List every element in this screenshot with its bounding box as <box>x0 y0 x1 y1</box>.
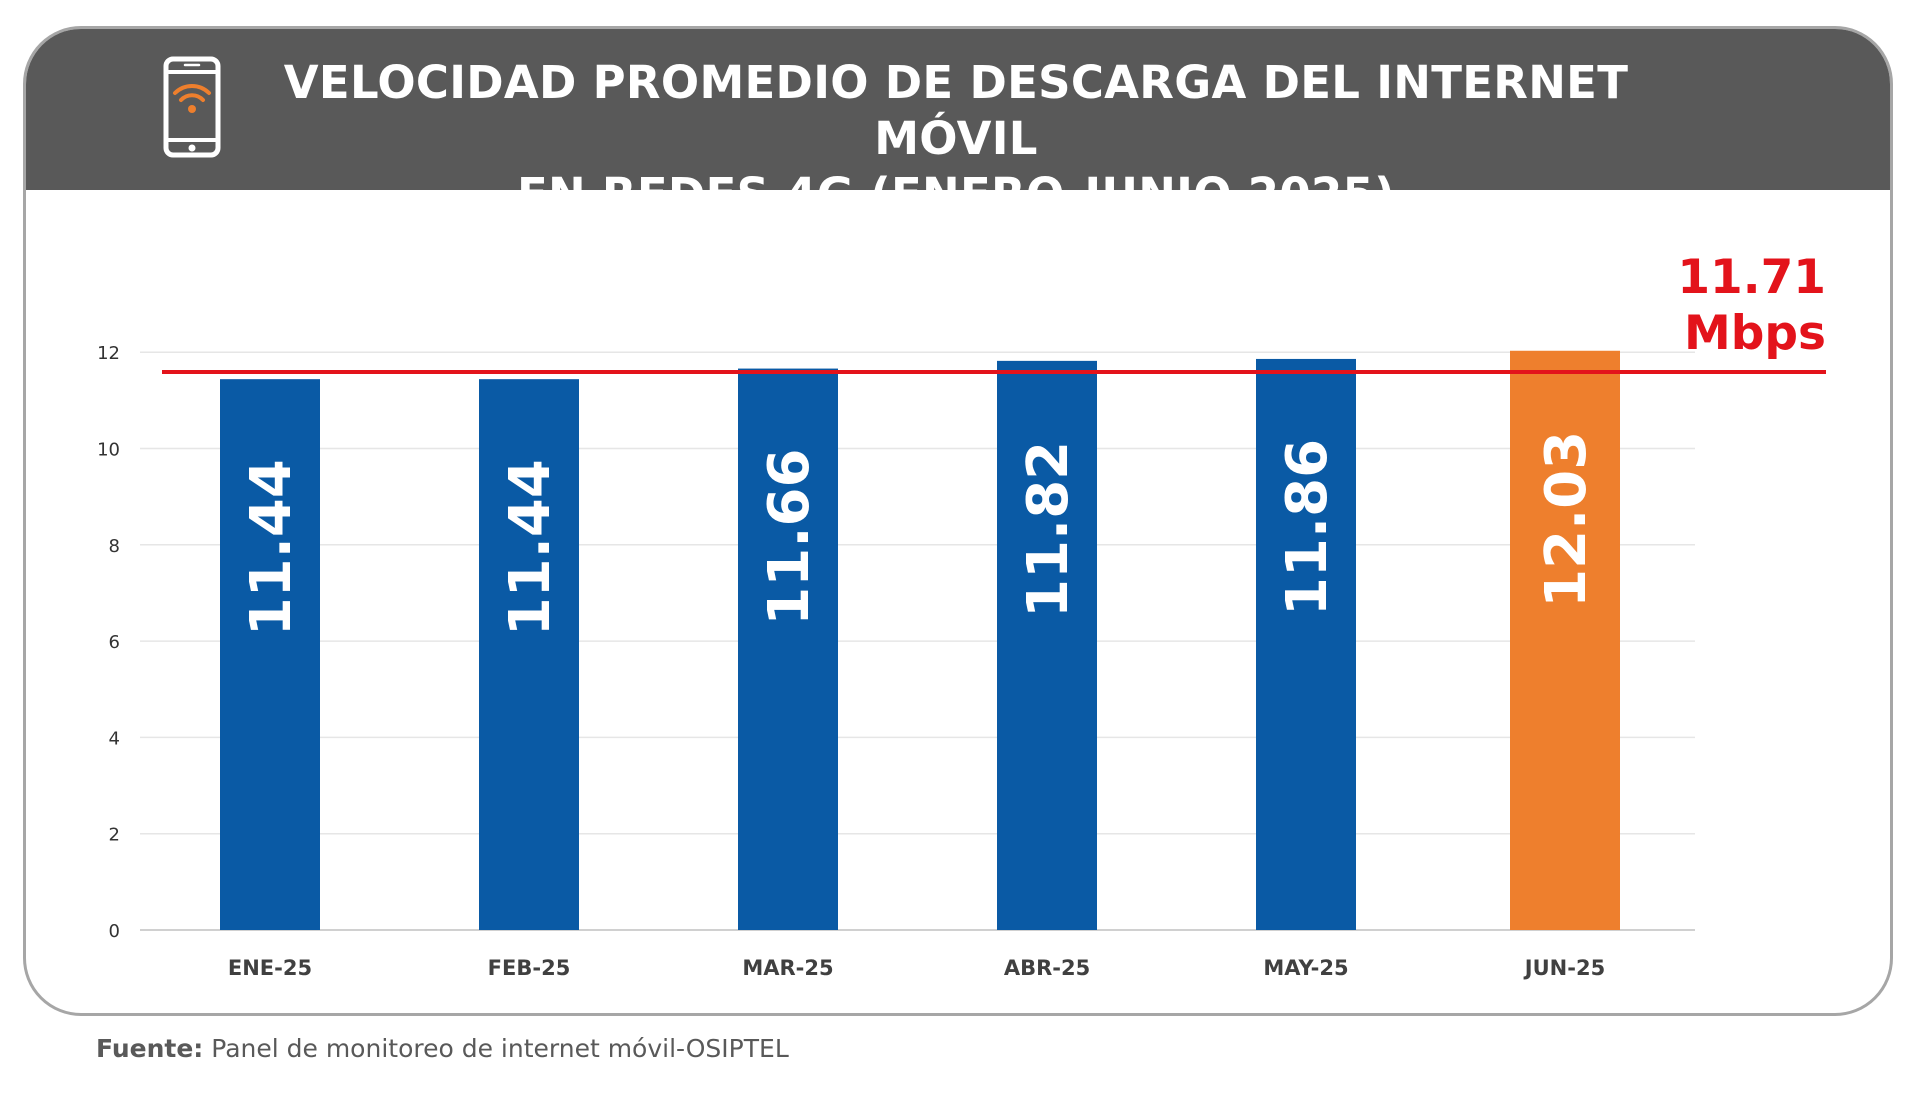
bar-abr-25 <box>997 360 1097 930</box>
smartphone-wifi-icon <box>163 56 221 158</box>
chart-title-line-2: EN REDES 4G (ENERO-JUNIO 2025) <box>516 168 1396 221</box>
y-tick-label: 0 <box>109 921 120 942</box>
x-tick-label: ENE-25 <box>228 956 312 980</box>
y-tick-label: 8 <box>109 536 120 557</box>
y-tick-label: 10 <box>97 440 120 461</box>
y-axis-ticks: 0 2 4 6 8 10 12 <box>97 343 120 942</box>
x-tick-label: JUN-25 <box>1523 956 1605 980</box>
source-text: Panel de monitoreo de internet móvil-OSI… <box>203 1034 789 1063</box>
bar-jun-25 <box>1510 350 1620 930</box>
x-axis-ticks: ENE-25 FEB-25 MAR-25 ABR-25 MAY-25 JUN-25 <box>228 956 1605 980</box>
chart-title-line-1: VELOCIDAD PROMEDIO DE DESCARGA DEL INTER… <box>283 56 1629 165</box>
average-label-value: 11.71 <box>1677 250 1826 305</box>
source-label: Fuente: <box>96 1034 204 1063</box>
gridlines <box>140 351 1695 931</box>
bar-value-label: 11.86 <box>1275 439 1340 616</box>
source-note: Fuente: Panel de monitoreo de internet m… <box>96 1034 789 1063</box>
bar-value-label: 12.03 <box>1534 431 1599 608</box>
x-tick-label: ABR-25 <box>1004 956 1090 980</box>
y-tick-label: 2 <box>109 825 120 846</box>
bar-value-label: 11.82 <box>1016 441 1081 618</box>
average-line-group: 11.71 Mbps <box>162 250 1826 374</box>
bar-ene-25 <box>220 379 320 930</box>
bar-mar-25 <box>738 368 838 930</box>
bar-value-label: 11.44 <box>239 459 304 636</box>
title-banner: VELOCIDAD PROMEDIO DE DESCARGA DEL INTER… <box>26 29 1890 221</box>
bar-may-25 <box>1256 358 1356 930</box>
average-label-unit: Mbps <box>1684 306 1826 361</box>
bar-value-label: 11.66 <box>757 449 822 626</box>
x-tick-label: FEB-25 <box>488 956 571 980</box>
bar-value-label: 11.44 <box>498 459 563 636</box>
y-tick-label: 6 <box>109 632 120 653</box>
bar-feb-25 <box>479 379 579 930</box>
bars: 11.44 11.44 11.66 11.82 11.86 12.03 <box>220 350 1620 930</box>
x-tick-label: MAY-25 <box>1263 956 1348 980</box>
chart-title: VELOCIDAD PROMEDIO DE DESCARGA DEL INTER… <box>256 55 1656 223</box>
y-tick-label: 12 <box>97 343 120 364</box>
y-tick-label: 4 <box>109 728 120 749</box>
x-tick-label: MAR-25 <box>742 956 833 980</box>
